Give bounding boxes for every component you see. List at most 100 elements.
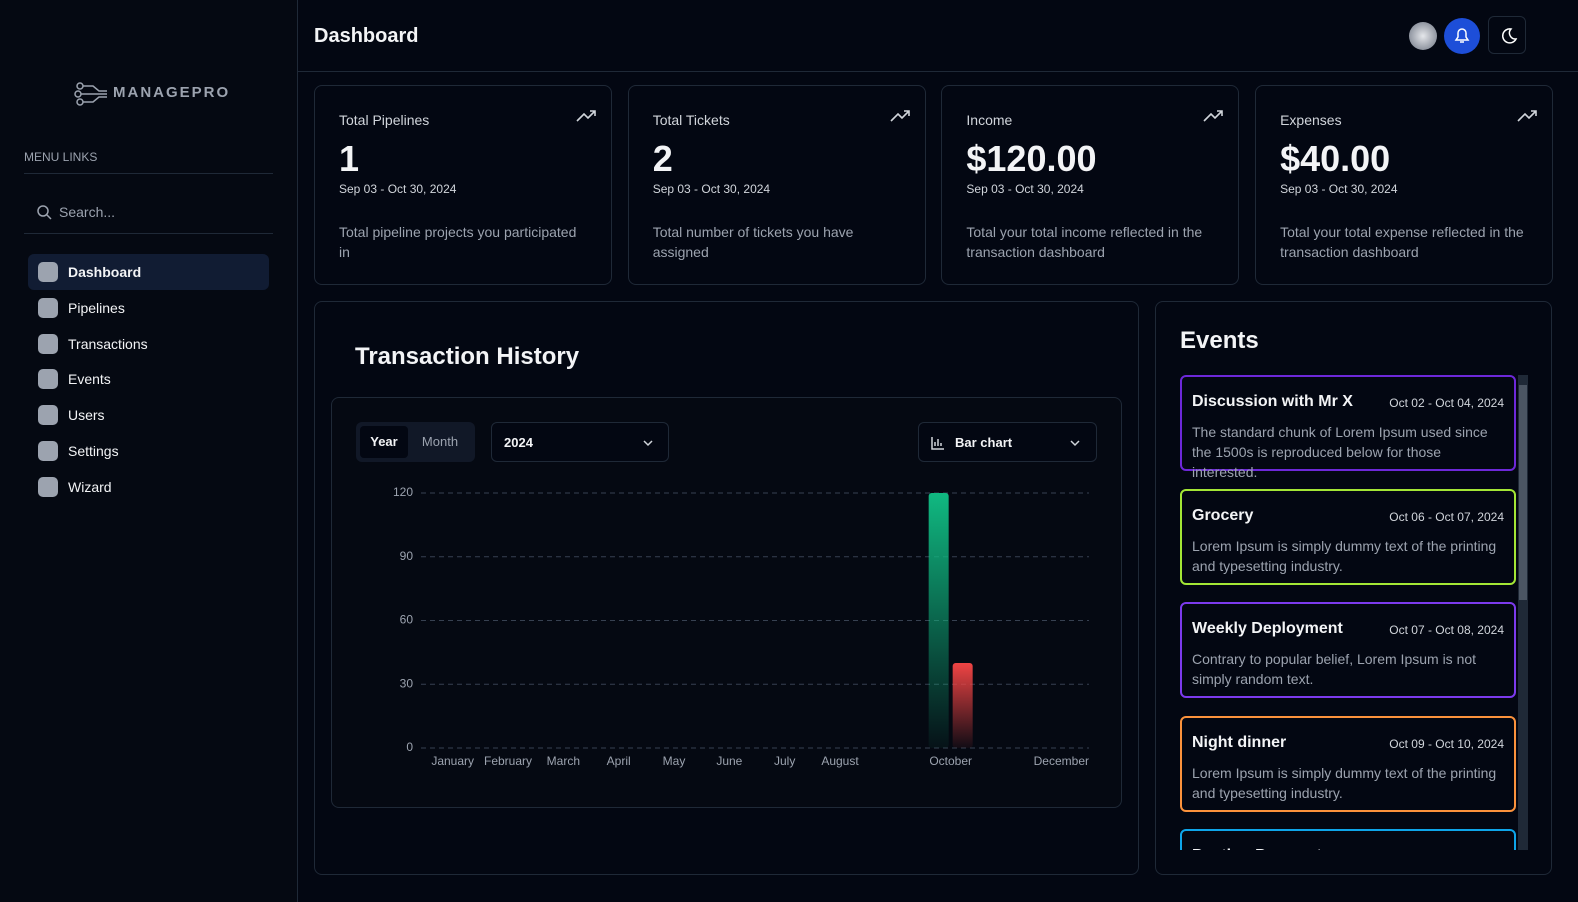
stat-card: Income $120.00 Sep 03 - Oct 30, 2024 Total …: [941, 85, 1240, 285]
nav-label: Pipelines: [68, 299, 125, 316]
year-select[interactable]: 2024: [491, 422, 669, 462]
nav-icon: [38, 262, 58, 282]
events-list: Discussion with Mr X Oct 02 - Oct 04, 202…: [1180, 375, 1518, 850]
nav-icon: [38, 333, 58, 354]
event-item[interactable]: Weekly Deployment Oct 07 - Oct 08, 2024 Co…: [1180, 602, 1516, 698]
y-tick-label: 90: [400, 549, 414, 563]
stat-value: 2: [652, 138, 673, 179]
event-dates: Oct 02 - Oct 04, 2024: [1389, 396, 1504, 410]
nav-label: Events: [68, 371, 111, 388]
transaction-title: Transaction History: [355, 343, 580, 370]
y-tick-label: 30: [400, 676, 414, 690]
nav-link[interactable]: Dashboard: [28, 254, 269, 290]
nav-label: Users: [68, 407, 105, 424]
x-tick-label: August: [821, 754, 859, 768]
stat-card: Total Pipelines 1 Sep 03 - Oct 30, 2024 Tot…: [314, 85, 612, 285]
event-item[interactable]: Night dinner Oct 09 - Oct 10, 2024 Lorem I…: [1180, 715, 1516, 812]
stat-card: Expenses $40.00 Sep 03 - Oct 30, 2024 Total…: [1255, 85, 1554, 285]
y-tick-label: 0: [406, 740, 413, 754]
nav-link[interactable]: Events: [28, 361, 269, 397]
search-icon: [37, 205, 52, 220]
events-title: Events: [1180, 327, 1259, 354]
x-tick-label: January: [431, 754, 474, 768]
nav-label: Dashboard: [68, 264, 142, 280]
nav-link[interactable]: Pipelines: [28, 290, 269, 326]
event-item[interactable]: Grocery Oct 06 - Oct 07, 2024 Lorem Ipsum …: [1180, 488, 1516, 585]
stat-description: Total number of tickets you have assigne…: [652, 224, 854, 260]
divider: [24, 233, 273, 234]
nav-icon: [38, 441, 58, 461]
event-title: Weekly Deployment: [1192, 620, 1343, 637]
stat-icon: [1517, 110, 1537, 122]
stat-value: $40.00: [1280, 138, 1391, 179]
nav-label: Wizard: [68, 478, 112, 495]
nav-link[interactable]: Settings: [28, 433, 269, 469]
stat-label: Expenses: [1280, 112, 1342, 128]
stat-value: 1: [339, 138, 360, 179]
stat-description: Total your total income reflected in the…: [966, 224, 1203, 260]
stat-period: Sep 03 - Oct 30, 2024: [339, 182, 457, 196]
stat-description: Total your total expense reflected in th…: [1280, 224, 1524, 260]
y-tick-label: 60: [400, 613, 414, 627]
stat-label: Income: [966, 112, 1013, 128]
event-description: The standard chunk of Lorem Ipsum used s…: [1192, 424, 1488, 480]
event-title: Posting Payment: [1192, 847, 1322, 850]
event-dates: Oct 07 - Oct 08, 2024: [1389, 623, 1504, 637]
stat-period: Sep 03 - Oct 30, 2024: [966, 182, 1084, 196]
avatar[interactable]: [1409, 22, 1437, 50]
stat-icon: [576, 110, 596, 122]
chart-type-select[interactable]: Bar chart: [918, 422, 1097, 462]
x-tick-label: April: [607, 754, 631, 768]
nav-link[interactable]: Users: [28, 397, 269, 433]
header: Dashboard: [298, 0, 1578, 72]
theme-toggle[interactable]: [1488, 16, 1526, 54]
x-tick-label: July: [774, 754, 795, 768]
event-description: Contrary to popular belief, Lorem Ipsum …: [1192, 651, 1477, 687]
bar-chart: 0 30 60 90 120 January February March April May Ju…: [393, 485, 1089, 768]
nav-link[interactable]: Transactions: [28, 326, 269, 362]
year-value: 2024: [504, 435, 533, 450]
bar: [952, 663, 973, 748]
event-item[interactable]: Discussion with Mr X Oct 02 - Oct 04, 202…: [1180, 375, 1516, 480]
sidebar: MANAGEPRO MENU LINKS Search... Dashboard…: [0, 0, 298, 902]
x-tick-label: March: [547, 754, 580, 768]
nav-icon: [38, 476, 58, 497]
event-item[interactable]: Posting PaymentOct 10 - Oct 12, 2024: [1180, 829, 1516, 850]
nav-label: Transactions: [68, 335, 148, 352]
search-input[interactable]: Search...: [59, 204, 116, 220]
event-description: Lorem Ipsum is simply dummy text of the …: [1192, 537, 1497, 574]
nav-icon: [38, 405, 58, 426]
nav-icon: [38, 297, 58, 318]
event-description: Lorem Ipsum is simply dummy text of the …: [1192, 764, 1497, 801]
stat-description: Total pipeline projects you participated…: [339, 224, 577, 260]
period-tabs: Year Month: [356, 422, 475, 462]
nav-label: Settings: [68, 443, 119, 459]
notification-button[interactable]: [1444, 18, 1480, 54]
page-title: Dashboard: [314, 25, 419, 47]
brand: MANAGEPRO: [113, 84, 231, 101]
bar: [928, 493, 949, 748]
nav-icon: [38, 369, 58, 390]
x-tick-label: June: [716, 754, 742, 768]
x-tick-label: October: [929, 754, 972, 768]
section-label: MENU LINKS: [24, 150, 98, 164]
x-tick-label: May: [663, 754, 686, 768]
stat-label: Total Tickets: [652, 112, 730, 128]
x-tick-label: February: [484, 754, 532, 768]
divider: [24, 173, 273, 174]
events-card: Events Discussion with Mr X Oct 02 - Oct …: [1155, 301, 1552, 875]
event-title: Discussion with Mr X: [1192, 393, 1353, 410]
stat-icon: [1203, 110, 1224, 122]
nav-link[interactable]: Wizard: [28, 469, 269, 505]
tab-year[interactable]: Year: [360, 426, 408, 458]
scrollbar[interactable]: [1518, 375, 1528, 850]
stat-period: Sep 03 - Oct 30, 2024: [1280, 182, 1398, 196]
chart-panel: [331, 397, 1122, 808]
stat-period: Sep 03 - Oct 30, 2024: [652, 182, 771, 196]
stat-label: Total Pipelines: [339, 112, 430, 128]
brand-logo: [74, 82, 107, 106]
x-tick-label: December: [1034, 754, 1089, 768]
tab-month[interactable]: Month: [421, 434, 459, 449]
event-title: Night dinner: [1192, 733, 1287, 751]
